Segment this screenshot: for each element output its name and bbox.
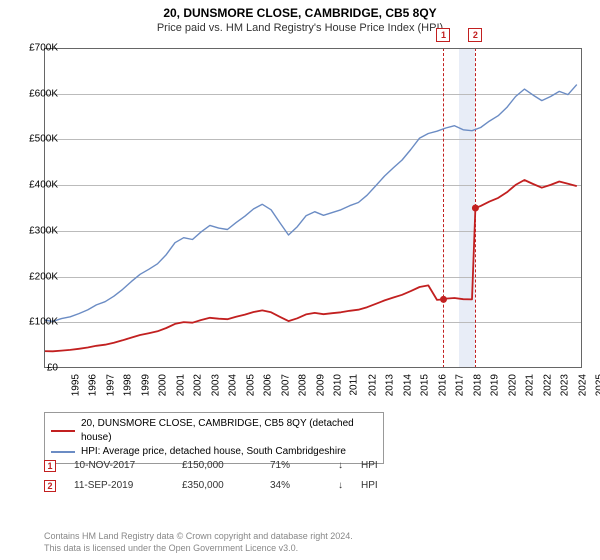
sale-marker-icon: 1 — [44, 460, 56, 472]
sale-suffix: HPI — [361, 476, 378, 496]
sale-flag-marker: 2 — [468, 28, 482, 42]
chart-title: 20, DUNSMORE CLOSE, CAMBRIDGE, CB5 8QY — [0, 0, 600, 20]
x-axis-tick: 2000 — [158, 374, 169, 396]
chart-subtitle: Price paid vs. HM Land Registry's House … — [0, 20, 600, 34]
y-axis-tick: £400K — [29, 180, 58, 191]
x-axis-tick: 2006 — [262, 374, 273, 396]
sale-date: 11-SEP-2019 — [74, 476, 164, 496]
x-axis-tick: 2008 — [297, 374, 308, 396]
sale-arrow-icon: ↓ — [338, 476, 343, 496]
x-axis-tick: 2002 — [193, 374, 204, 396]
y-axis-tick: £500K — [29, 134, 58, 145]
x-axis-tick: 2012 — [367, 374, 378, 396]
x-axis-tick: 2025 — [594, 374, 600, 396]
footer-line: Contains HM Land Registry data © Crown c… — [44, 530, 353, 542]
x-axis-tick: 2007 — [280, 374, 291, 396]
x-axis-tick: 2024 — [577, 374, 588, 396]
plot-border — [44, 48, 582, 368]
chart-plot-area: 12 — [44, 48, 582, 368]
x-axis-tick: 2003 — [210, 374, 221, 396]
sale-records: 1 10-NOV-2017 £150,000 71% ↓ HPI 2 11-SE… — [44, 456, 378, 496]
y-axis-tick: £100K — [29, 317, 58, 328]
sale-price: £350,000 — [182, 476, 252, 496]
x-axis-tick: 2010 — [332, 374, 343, 396]
y-axis-tick: £200K — [29, 271, 58, 282]
x-axis-tick: 2020 — [507, 374, 518, 396]
sale-arrow-icon: ↓ — [338, 456, 343, 476]
sale-row: 1 10-NOV-2017 £150,000 71% ↓ HPI — [44, 456, 378, 476]
x-axis-tick: 1997 — [105, 374, 116, 396]
x-axis-tick: 2016 — [437, 374, 448, 396]
sale-date: 10-NOV-2017 — [74, 456, 164, 476]
x-axis-tick: 2014 — [402, 374, 413, 396]
x-axis-tick: 2009 — [315, 374, 326, 396]
x-axis-tick: 2023 — [559, 374, 570, 396]
y-axis-tick: £700K — [29, 43, 58, 54]
x-axis-tick: 1998 — [123, 374, 134, 396]
x-axis-tick: 2005 — [245, 374, 256, 396]
footer-line: This data is licensed under the Open Gov… — [44, 542, 353, 554]
x-axis-tick: 2019 — [489, 374, 500, 396]
x-axis-tick: 2015 — [420, 374, 431, 396]
x-axis-tick: 2013 — [385, 374, 396, 396]
legend-swatch — [51, 430, 75, 432]
sale-pct: 34% — [270, 476, 320, 496]
y-axis-tick: £0 — [47, 363, 58, 374]
legend-swatch — [51, 451, 75, 453]
x-axis-tick: 2017 — [455, 374, 466, 396]
x-axis-tick: 2021 — [524, 374, 535, 396]
x-axis-tick: 1995 — [70, 374, 81, 396]
x-axis-tick: 2018 — [472, 374, 483, 396]
y-axis-tick: £300K — [29, 225, 58, 236]
x-axis-tick: 2001 — [175, 374, 186, 396]
x-axis-tick: 1996 — [88, 374, 99, 396]
x-axis-tick: 1999 — [140, 374, 151, 396]
footer: Contains HM Land Registry data © Crown c… — [44, 530, 353, 554]
y-axis-tick: £600K — [29, 88, 58, 99]
legend-label: 20, DUNSMORE CLOSE, CAMBRIDGE, CB5 8QY (… — [81, 417, 377, 445]
sale-pct: 71% — [270, 456, 320, 476]
sale-row: 2 11-SEP-2019 £350,000 34% ↓ HPI — [44, 476, 378, 496]
sale-price: £150,000 — [182, 456, 252, 476]
legend-item: 20, DUNSMORE CLOSE, CAMBRIDGE, CB5 8QY (… — [51, 417, 377, 445]
x-axis-tick: 2022 — [542, 374, 553, 396]
sale-flag-marker: 1 — [436, 28, 450, 42]
sale-suffix: HPI — [361, 456, 378, 476]
sale-marker-icon: 2 — [44, 480, 56, 492]
x-axis-tick: 2004 — [227, 374, 238, 396]
x-axis-tick: 2011 — [349, 374, 360, 396]
